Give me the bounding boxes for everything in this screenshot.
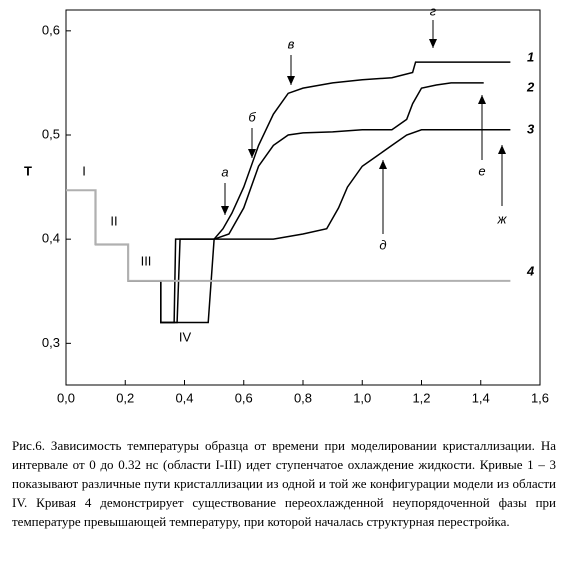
series-line bbox=[66, 129, 511, 324]
x-tick-label: 0,0 bbox=[57, 390, 75, 405]
series-line bbox=[66, 82, 484, 324]
y-axis-label: T bbox=[24, 163, 32, 178]
annotation: IV bbox=[179, 329, 192, 344]
x-tick-label: 1,6 bbox=[531, 390, 549, 405]
chart: T 0,0 0,2 0,4 0,6 0,8 1,0 1,2 1,4 1,6 0,3 0,4 0,5 0,… bbox=[24, 3, 549, 405]
caption: Рис.6. Зависимость температуры образца о… bbox=[12, 438, 556, 529]
annotation: б bbox=[248, 109, 256, 124]
arrow-head bbox=[248, 149, 256, 158]
x-tick-label: 1,2 bbox=[412, 390, 430, 405]
annotation: а bbox=[221, 164, 228, 179]
x-tick-label: 1,0 bbox=[353, 390, 371, 405]
annotation: в bbox=[288, 36, 295, 51]
curve-label: 2 bbox=[526, 79, 535, 94]
arrow-head bbox=[287, 76, 295, 85]
series-line bbox=[66, 61, 511, 324]
x-tick-label: 0,2 bbox=[116, 390, 134, 405]
arrow-head bbox=[429, 39, 437, 48]
y-tick-label: 0,4 bbox=[42, 231, 60, 246]
arrow-head bbox=[498, 145, 506, 154]
x-tick-label: 1,4 bbox=[472, 390, 490, 405]
curve-label: 1 bbox=[527, 49, 534, 64]
annotation: ж bbox=[497, 211, 508, 226]
annotation: III bbox=[141, 253, 152, 268]
series-line bbox=[66, 189, 511, 282]
annotation: I bbox=[82, 163, 86, 178]
y-tick-label: 0,6 bbox=[42, 22, 60, 37]
curve-label: 4 bbox=[526, 263, 535, 278]
arrow-head bbox=[478, 95, 486, 104]
curve-label: 3 bbox=[527, 121, 535, 136]
y-tick-label: 0,3 bbox=[42, 335, 60, 350]
annotation: д bbox=[379, 237, 386, 252]
arrow-head bbox=[379, 160, 387, 169]
y-tick-label: 0,5 bbox=[42, 126, 60, 141]
arrow-head bbox=[221, 206, 229, 215]
x-tick-label: 0,8 bbox=[294, 390, 312, 405]
x-tick-label: 0,6 bbox=[235, 390, 253, 405]
annotation: II bbox=[110, 213, 117, 228]
annotation: г bbox=[430, 3, 437, 18]
plot-frame bbox=[65, 9, 541, 386]
x-tick-label: 0,4 bbox=[175, 390, 193, 405]
annotation: е bbox=[478, 163, 485, 178]
